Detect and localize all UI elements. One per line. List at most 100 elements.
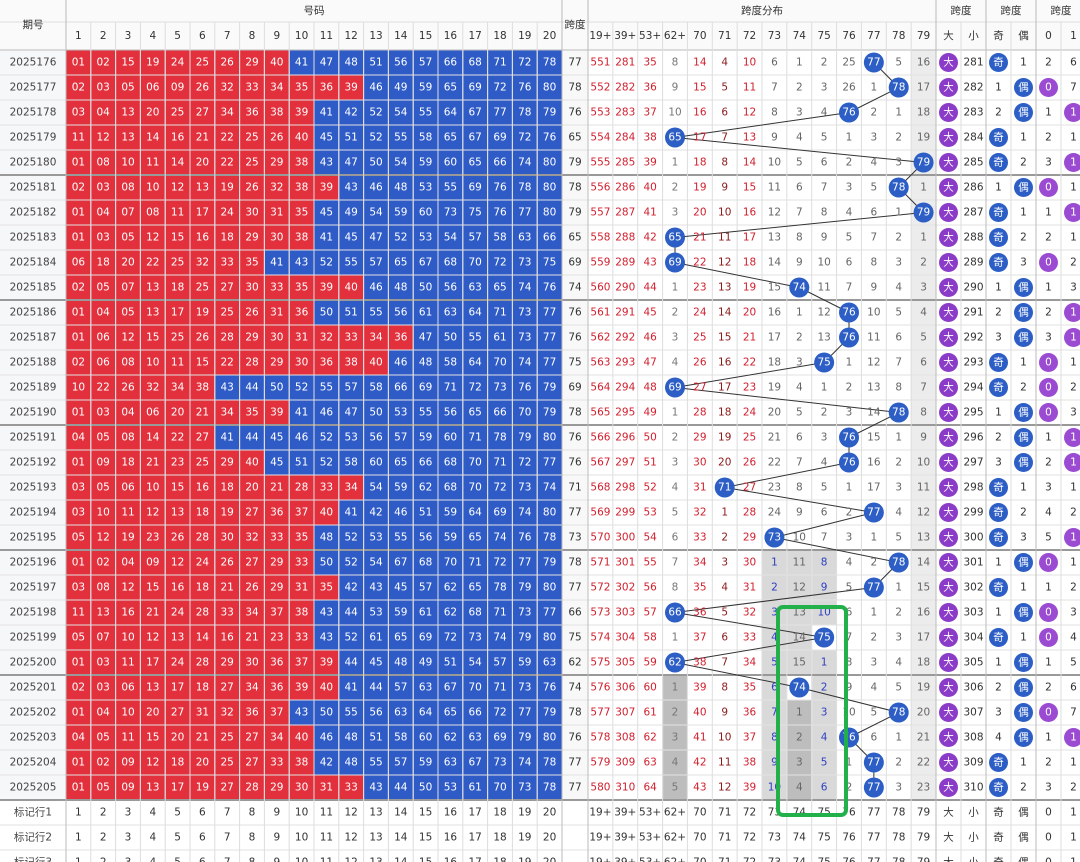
number: 39 [345, 82, 358, 94]
omission-value: 32 [743, 607, 756, 619]
hit-marker [814, 352, 835, 373]
omission-value: 8 [871, 257, 878, 269]
omission-value: 1 [920, 232, 927, 244]
marker-row-label: 标记行3 [14, 856, 52, 862]
marker-cell: 20 [543, 857, 556, 862]
number: 56 [394, 57, 408, 69]
omission-value: 63 [643, 757, 656, 769]
omission-value: 17 [917, 632, 930, 644]
number: 41 [295, 57, 308, 69]
number: 79 [543, 407, 556, 419]
hit-value: 78 [892, 707, 905, 719]
omission-value: 36 [643, 82, 657, 94]
number: 80 [543, 82, 556, 94]
number-cell [339, 375, 364, 400]
number-cell [314, 400, 339, 425]
omission-value: 61 [643, 707, 656, 719]
omission-value: 25 [743, 432, 756, 444]
marker-cell: 74 [793, 832, 807, 844]
number-cell [512, 600, 537, 625]
hit-marker [1014, 453, 1033, 472]
omission-value: 2 [871, 107, 878, 119]
number: 79 [543, 107, 556, 119]
omission-value: 310 [615, 782, 635, 794]
number: 41 [345, 507, 358, 519]
hit-value: 79 [917, 207, 930, 219]
hit-marker [939, 153, 958, 172]
number-cell [91, 775, 116, 800]
number-cell [66, 175, 91, 200]
omission-value: 9 [796, 507, 803, 519]
marker-cell: 73 [768, 832, 781, 844]
number-cell [488, 350, 512, 375]
number: 14 [146, 132, 160, 144]
number-cell [215, 50, 240, 75]
omission-value: 299 [963, 507, 983, 519]
number-cell [215, 300, 240, 325]
number-cell [215, 150, 240, 175]
hit-value: 偶 [1018, 81, 1029, 94]
omission-value: 285 [963, 157, 983, 169]
omission-value: 12 [867, 357, 880, 369]
number: 34 [369, 332, 383, 344]
number: 06 [146, 82, 160, 94]
number-cell [66, 200, 91, 225]
number-cell [91, 350, 116, 375]
column-header: 13 [369, 30, 382, 42]
number-cell [512, 150, 537, 175]
omission-value: 51 [643, 457, 656, 469]
column-header: 70 [693, 30, 706, 42]
number-cell [463, 275, 488, 300]
omission-value: 20 [743, 307, 756, 319]
number-cell [339, 750, 364, 775]
number: 37 [295, 507, 308, 519]
number: 43 [295, 707, 308, 719]
number: 01 [72, 57, 85, 69]
number-cell [463, 350, 488, 375]
hit-marker [939, 203, 958, 222]
omission-value: 3 [796, 757, 803, 769]
number: 46 [369, 282, 383, 294]
number-cell [388, 675, 413, 700]
number-cell [240, 725, 264, 750]
number-cell [289, 175, 314, 200]
number-cell [364, 725, 388, 750]
number: 78 [543, 532, 556, 544]
omission-value: 13 [768, 232, 781, 244]
omission-value: 309 [615, 757, 635, 769]
number: 55 [345, 707, 358, 719]
omission-value: 3 [821, 432, 828, 444]
omission-value: 57 [643, 607, 656, 619]
number-cell [215, 100, 240, 125]
number: 30 [270, 332, 283, 344]
number-cell [116, 625, 140, 650]
omission-value: 576 [590, 682, 610, 694]
number-cell [140, 275, 165, 300]
trend-line [674, 212, 924, 238]
number: 20 [146, 707, 159, 719]
number: 10 [121, 157, 134, 169]
number-cell [66, 325, 91, 350]
marker-cell: 73 [768, 857, 781, 862]
omission-value: 6 [920, 357, 927, 369]
number: 43 [369, 582, 382, 594]
number-cell [413, 425, 438, 450]
number: 76 [518, 382, 532, 394]
number: 70 [469, 682, 482, 694]
hit-marker [764, 527, 785, 548]
omission-value: 561 [590, 307, 610, 319]
number: 48 [345, 757, 358, 769]
number: 79 [518, 432, 531, 444]
omission-value: 1 [995, 657, 1002, 669]
number: 68 [469, 57, 482, 69]
number-cell [537, 250, 562, 275]
number-cell [314, 250, 339, 275]
number-cell [314, 125, 339, 150]
number: 65 [469, 532, 482, 544]
omission-value: 28 [693, 407, 706, 419]
number-cell [190, 425, 215, 450]
hit-value: 0 [1045, 407, 1052, 419]
number: 52 [345, 632, 358, 644]
number: 34 [221, 407, 235, 419]
